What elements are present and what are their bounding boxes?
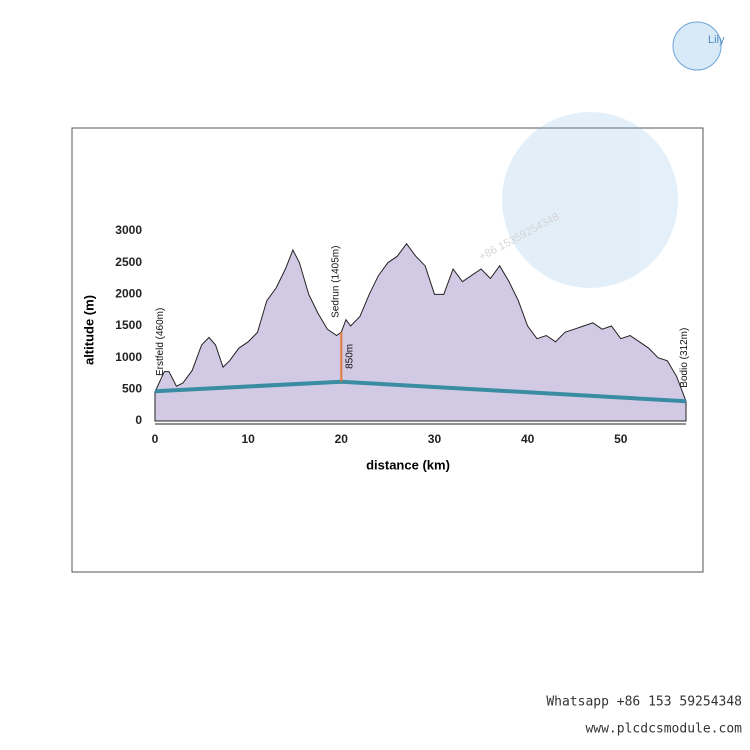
annotation: Bodio (312m) (679, 328, 690, 388)
y-tick-label: 3000 (115, 223, 142, 237)
globe (502, 112, 678, 288)
y-tick-label: 2000 (115, 287, 142, 301)
x-tick-label: 0 (152, 432, 159, 446)
logo-text: Lily (708, 34, 725, 46)
watermark-line: Whatsapp +86 153 59254348 (546, 695, 742, 710)
y-tick-label: 0 (135, 413, 142, 427)
watermark-line: www.plcdcsmodule.com (585, 722, 742, 737)
y-tick-label: 1500 (115, 318, 142, 332)
x-tick-label: 50 (614, 432, 628, 446)
x-tick-label: 10 (241, 432, 255, 446)
logo-globe (672, 21, 722, 71)
x-axis-title: distance (km) (366, 457, 450, 472)
annotation: 850m (344, 344, 355, 369)
x-tick-label: 40 (521, 432, 535, 446)
terrain-area (154, 242, 687, 422)
x-tick-label: 20 (335, 432, 349, 446)
y-tick-label: 2500 (115, 255, 142, 269)
logo: Lily (672, 21, 725, 71)
y-tick-label: 1000 (115, 350, 142, 364)
annotation: Sedrun (1405m) (330, 246, 341, 318)
x-tick-label: 30 (428, 432, 442, 446)
y-axis-title: altitude (m) (81, 295, 96, 365)
annotation: Erstfeld (460m) (155, 308, 166, 376)
y-tick-label: 500 (122, 382, 142, 396)
